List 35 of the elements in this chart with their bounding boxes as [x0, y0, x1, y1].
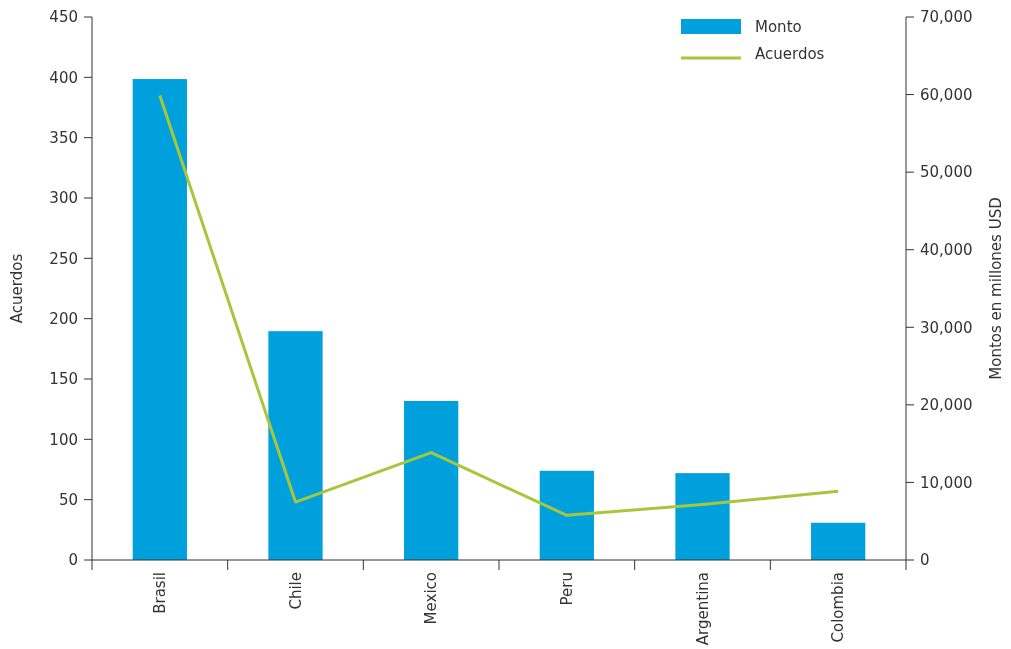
y-tick-label: 400: [49, 68, 78, 87]
y2-tick-label: 20,000: [920, 396, 973, 415]
y2-tick-label: 0: [920, 551, 930, 570]
x-tick-label: Colombia: [829, 572, 848, 643]
y-tick-label: 100: [49, 430, 78, 449]
line-series: [158, 93, 840, 517]
x-tick-label: Chile: [286, 572, 305, 610]
bar: [404, 400, 459, 560]
y2-tick-label: 70,000: [920, 8, 973, 27]
y2-tick-label: 30,000: [920, 318, 973, 337]
bar: [268, 331, 323, 560]
y-tick-label: 50: [58, 490, 78, 509]
y2-tick-label: 50,000: [920, 163, 973, 182]
y2-tick-label: 60,000: [920, 85, 973, 104]
y-tick-label: 450: [49, 8, 78, 27]
legend-label: Monto: [755, 18, 802, 37]
bar: [675, 473, 730, 560]
y-tick-label: 200: [49, 309, 78, 328]
x-tick-label: Mexico: [422, 572, 441, 625]
bar: [811, 522, 866, 560]
y-axis-title: Acuerdos: [8, 253, 26, 324]
bar: [539, 470, 594, 560]
y-tick-label: 150: [49, 370, 78, 389]
y2-tick-label: 40,000: [920, 240, 973, 259]
bar: [132, 79, 187, 560]
y2-tick-label: 10,000: [920, 473, 973, 492]
y-tick-label: 250: [49, 249, 78, 268]
x-tick-label: Peru: [558, 572, 577, 606]
x-tick-label: Brasil: [151, 572, 170, 614]
x-tick-label: Argentina: [693, 572, 712, 646]
y-tick-label: 350: [49, 128, 78, 147]
y-tick-label: 300: [49, 189, 78, 208]
y-tick-label: 0: [68, 551, 78, 570]
legend-label: Acuerdos: [755, 45, 825, 64]
y2-axis-title: Montos en millones USD: [987, 197, 1005, 380]
